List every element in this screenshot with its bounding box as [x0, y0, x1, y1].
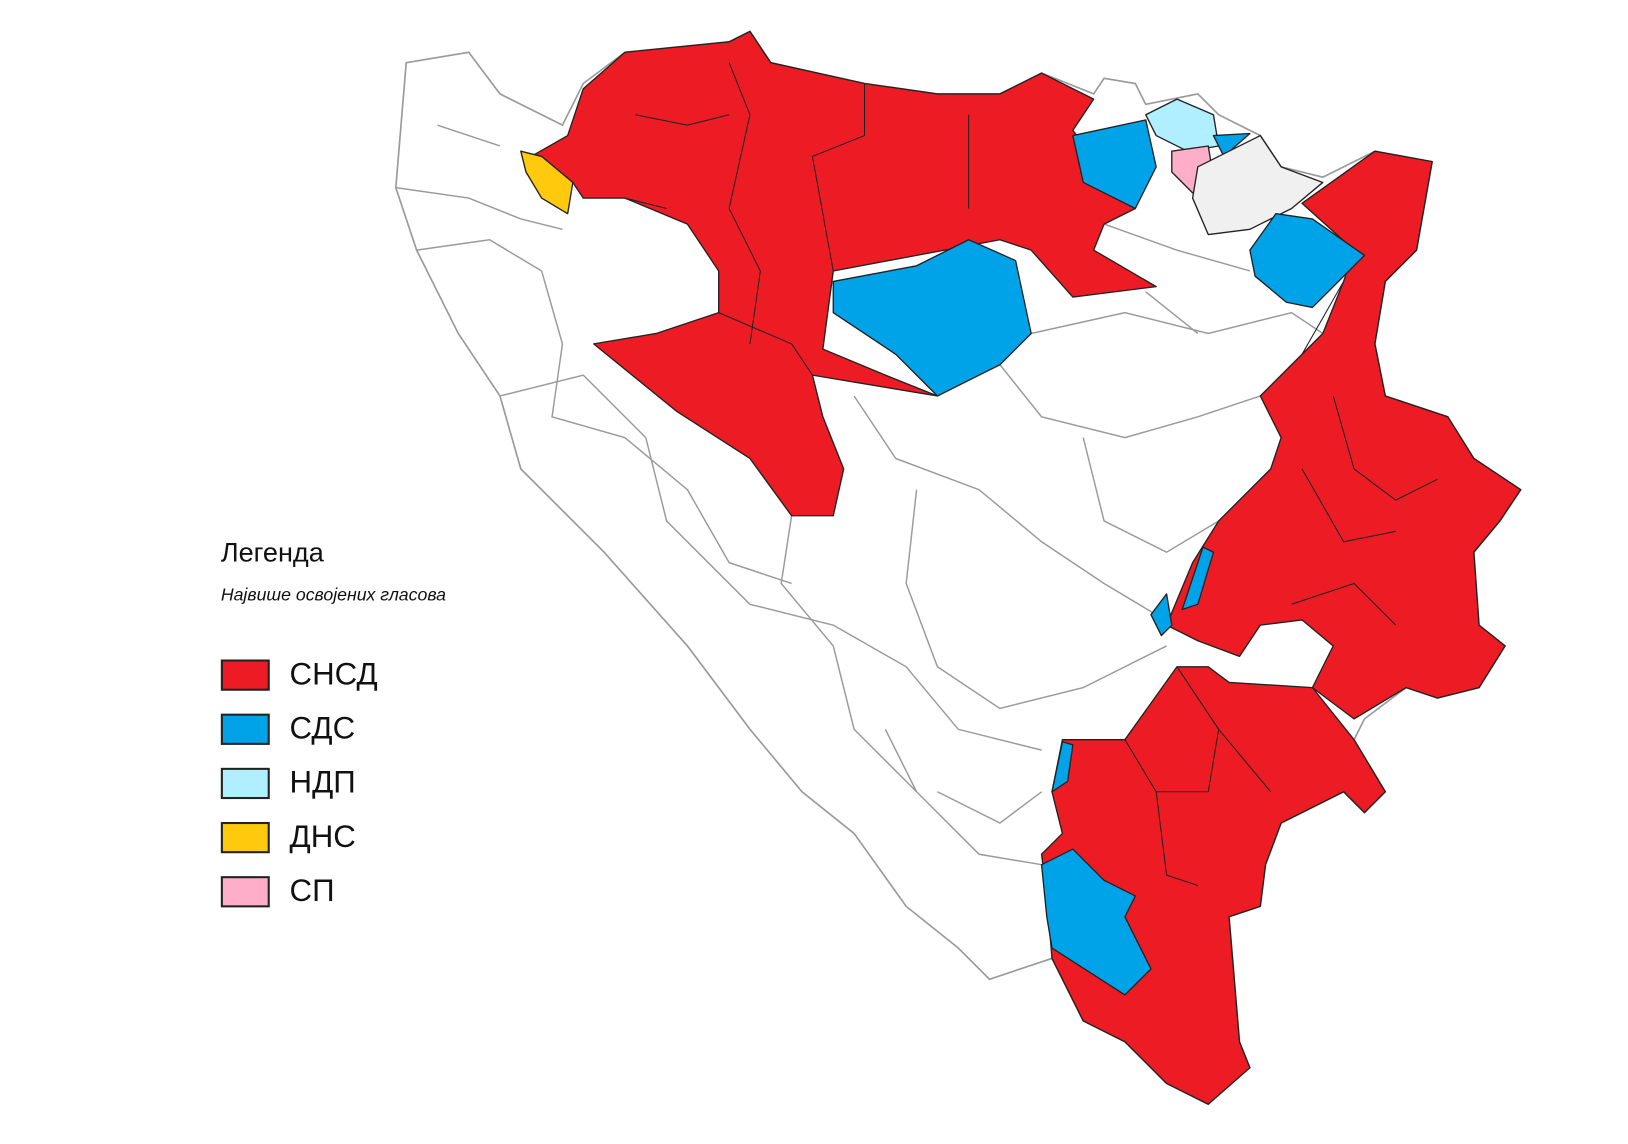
legend-swatch: [220, 876, 270, 908]
legend-label: НДП: [290, 765, 356, 800]
region-brcko: [1191, 134, 1324, 236]
legend: Легенда Највише освојених гласова СНСД СД…: [221, 536, 446, 908]
legend-title: Легенда: [221, 536, 325, 567]
legend-swatch: [220, 659, 270, 691]
region-derventa: [1072, 119, 1157, 210]
region-dns: [520, 150, 574, 215]
regions: [520, 30, 1522, 1105]
region-kalinovik: [1051, 741, 1074, 793]
legend-label: ДНС: [290, 819, 356, 854]
region-thin-1: [1181, 546, 1215, 611]
region-thin-2: [1150, 593, 1173, 637]
legend-label: СП: [290, 873, 335, 908]
legend-swatch: [220, 713, 270, 745]
legend-label: СДС: [290, 711, 356, 746]
region-gacko: [1040, 848, 1152, 996]
legend-items: СНСД СДС НДП ДНС СП: [220, 656, 378, 908]
region-prijedor: [832, 239, 1032, 397]
legend-swatch: [220, 821, 270, 854]
legend-swatch: [220, 767, 270, 800]
region-bijeljina: [1249, 213, 1366, 309]
municipality-borders: [395, 124, 1324, 866]
legend-subtitle: Највише освојених гласова: [221, 585, 446, 605]
region-east: [1165, 150, 1522, 720]
legend-label: СНСД: [290, 656, 378, 691]
region-small: [1212, 132, 1251, 158]
